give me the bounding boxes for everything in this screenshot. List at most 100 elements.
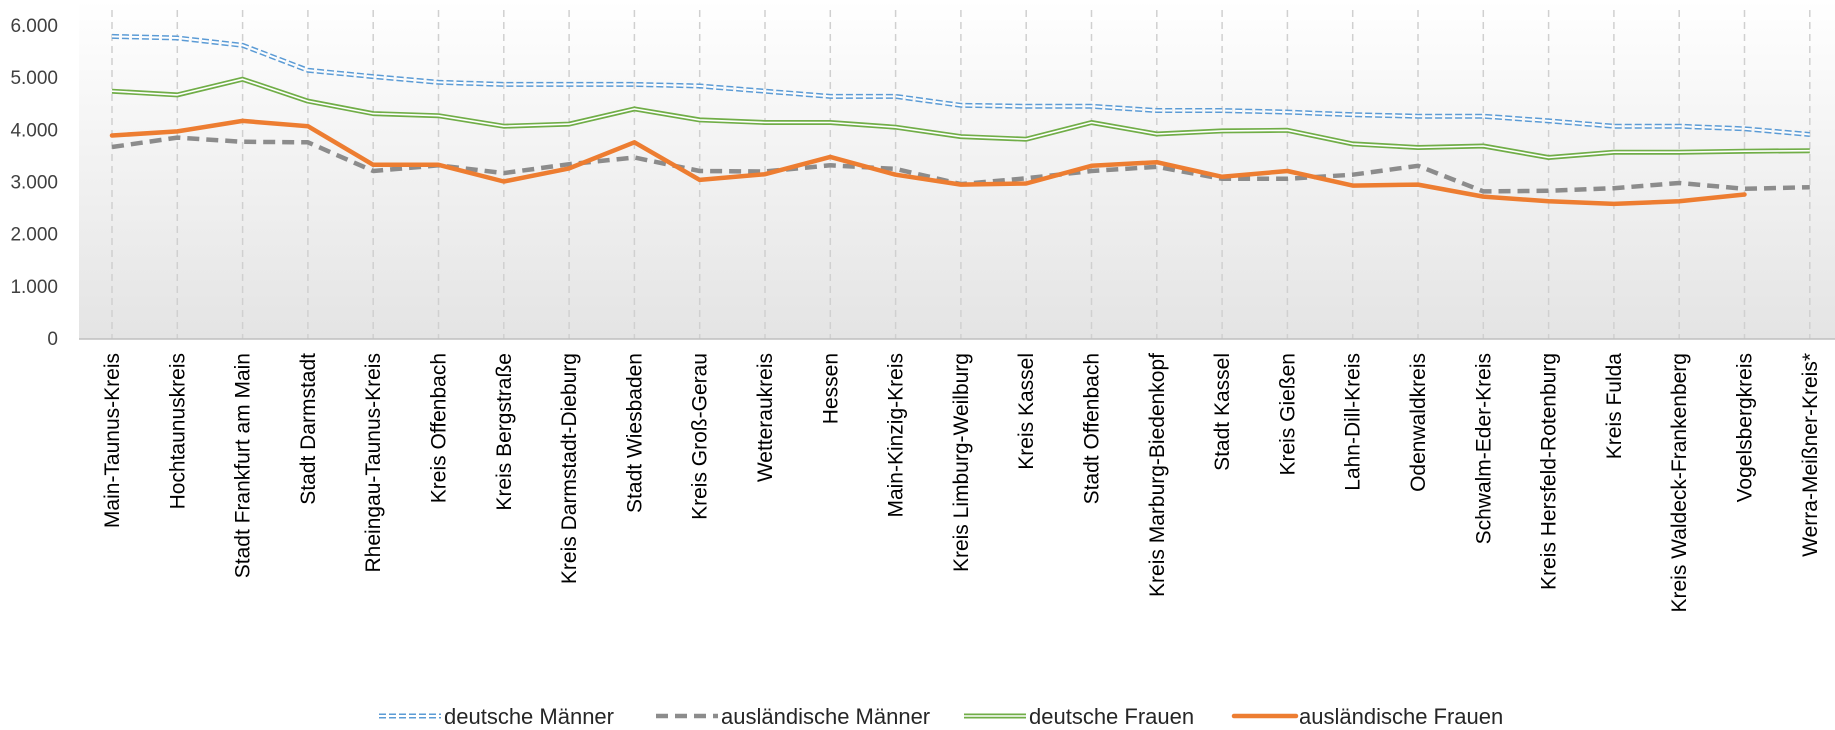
y-tick-label: 0 <box>47 329 58 350</box>
series-deutsche-frauen-line <box>111 76 1812 160</box>
series-auslaendische-frauen-point-schwalm-eder-kreis <box>1481 195 1485 199</box>
series-deutsche-frauen-point-kreis-bergstrasse <box>502 124 506 128</box>
x-tick-label-odenwaldkreis: Odenwaldkreis <box>1407 353 1430 492</box>
series-deutsche-frauen-point-kreis-fulda <box>1612 150 1616 154</box>
y-tick-label: 6.000 <box>10 16 58 37</box>
x-tick-label-stadt-darmstadt: Stadt Darmstadt <box>297 353 320 505</box>
x-axis: Main-Taunus-Kreis Hochtaunuskreis Stadt Fr… <box>101 353 1822 613</box>
series-auslaendische-frauen-point-lahn-dill-kreis <box>1351 184 1355 188</box>
series-deutsche-maenner-line <box>110 33 1811 137</box>
series-auslaendische-frauen-point-odenwaldkreis <box>1416 183 1420 187</box>
series-auslaendische-frauen-point-kreis-marburg-biedenkopf <box>1155 160 1159 164</box>
series-deutsche-maenner-point-kreis-bergstrasse <box>502 82 506 86</box>
y-tick-label: 4.000 <box>10 120 58 141</box>
series-deutsche-maenner-point-kreis-hersfeld-rotenburg <box>1547 119 1551 123</box>
series-deutsche-maenner-point-stadt-kassel <box>1220 109 1224 113</box>
series-auslaendische-maenner-point-kreis-bergstrasse <box>502 171 506 175</box>
legend: deutsche Männer ausländische Männer deutsc… <box>379 704 1503 729</box>
series-auslaendische-frauen-point-main-kinzig-kreis <box>894 173 898 177</box>
series-deutsche-frauen-point-schwalm-eder-kreis <box>1481 144 1485 148</box>
x-tick-label-schwalm-eder-kreis: Schwalm-Eder-Kreis <box>1472 353 1495 544</box>
legend-auslaendische-frauen: ausländische Frauen <box>1231 704 1503 729</box>
x-tick-label-vogelsbergkreis: Vogelsbergkreis <box>1734 353 1757 502</box>
series-auslaendische-maenner-point-stadt-frankfurt-am-main <box>241 140 245 144</box>
series-deutsche-maenner-point-stadt-offenbach <box>1090 104 1094 108</box>
series-auslaendische-frauen-point-stadt-frankfurt-am-main <box>241 119 245 123</box>
series-auslaendische-frauen-point-main-taunus-kreis <box>110 134 114 138</box>
series-auslaendische-frauen-point-stadt-kassel <box>1220 175 1224 179</box>
series-auslaendische-frauen-point-kreis-limburg-weilburg <box>959 183 963 187</box>
x-tick-label-kreis-darmstadt-dieburg: Kreis Darmstadt-Dieburg <box>558 353 581 584</box>
x-tick-label-kreis-marburg-biedenkopf: Kreis Marburg-Biedenkopf <box>1146 353 1169 597</box>
series-auslaendische-maenner-point-odenwaldkreis <box>1416 164 1420 168</box>
series-auslaendische-frauen-point-kreis-darmstadt-dieburg <box>567 166 571 170</box>
series-deutsche-frauen-point-stadt-offenbach <box>1090 121 1094 125</box>
series-deutsche-frauen-point-werra-meissner-kreis <box>1808 149 1812 153</box>
series-deutsche-frauen-point-stadt-kassel <box>1220 129 1224 133</box>
series-deutsche-frauen-point-stadt-darmstadt <box>306 99 310 103</box>
series-deutsche-frauen-point-main-kinzig-kreis <box>894 125 898 129</box>
series-deutsche-frauen-point-rheingau-taunus-kreis <box>371 112 375 116</box>
series-auslaendische-maenner-point-kreis-kassel <box>1024 176 1028 180</box>
series-deutsche-frauen-point-kreis-limburg-weilburg <box>959 135 963 139</box>
x-tick-label-kreis-fulda: Kreis Fulda <box>1603 353 1626 460</box>
series-deutsche-frauen-point-kreis-gross-gerau <box>698 118 702 122</box>
y-tick-label: 5.000 <box>10 68 58 89</box>
series-deutsche-frauen-line-inner <box>111 78 1810 159</box>
x-tick-label-kreis-gross-gerau: Kreis Groß-Gerau <box>689 353 712 520</box>
series-auslaendische-frauen-point-vogelsbergkreis <box>1743 192 1747 196</box>
series-deutsche-maenner-point-kreis-gross-gerau <box>698 84 702 88</box>
series-auslaendische-maenner-point-kreis-giessen <box>1285 177 1289 181</box>
y-tick-label: 2.000 <box>10 225 58 246</box>
series-auslaendische-maenner-point-main-kinzig-kreis <box>894 167 898 171</box>
series-deutsche-maenner-point-hochtaunuskreis <box>175 36 179 40</box>
series-deutsche-maenner-point-stadt-darmstadt <box>306 68 310 72</box>
series-auslaendische-maenner-point-hochtaunuskreis <box>175 136 179 140</box>
series-deutsche-maenner-point-stadt-frankfurt-am-main <box>241 43 245 47</box>
x-tick-label-werra-meissner-kreis: Werra-Meißner-Kreis* <box>1799 353 1822 557</box>
series-deutsche-maenner-point-kreis-kassel <box>1024 104 1028 108</box>
legend-deutsche-maenner-label: deutsche Männer <box>444 704 614 729</box>
series-deutsche-maenner-point-rheingau-taunus-kreis <box>371 75 375 79</box>
series-auslaendische-frauen-point-kreis-gross-gerau <box>698 178 702 182</box>
x-tick-label-stadt-frankfurt-am-main: Stadt Frankfurt am Main <box>232 353 255 578</box>
x-tick-label-kreis-giessen: Kreis Gießen <box>1276 353 1299 476</box>
series-auslaendische-frauen-point-rheingau-taunus-kreis <box>371 163 375 167</box>
series-auslaendische-maenner-point-werra-meissner-kreis <box>1808 185 1812 189</box>
series-auslaendische-frauen-point-kreis-kassel <box>1024 182 1028 186</box>
x-tick-label-lahn-dill-kreis: Lahn-Dill-Kreis <box>1342 353 1365 491</box>
series-auslaendische-frauen-point-kreis-fulda <box>1612 202 1616 206</box>
series-auslaendische-maenner-point-kreis-fulda <box>1612 186 1616 190</box>
series-deutsche-frauen-point-stadt-frankfurt-am-main <box>241 77 245 81</box>
plot-background <box>79 0 1835 339</box>
series-deutsche-maenner-point-kreis-darmstadt-dieburg <box>567 82 571 86</box>
series-auslaendische-frauen-point-kreis-hersfeld-rotenburg <box>1547 199 1551 203</box>
series-deutsche-frauen-point-kreis-hersfeld-rotenburg <box>1547 155 1551 159</box>
x-tick-label-rheingau-taunus-kreis: Rheingau-Taunus-Kreis <box>362 353 385 572</box>
series-deutsche-frauen-point-stadt-wiesbaden <box>632 107 636 111</box>
series-auslaendische-maenner-point-schwalm-eder-kreis <box>1481 189 1485 193</box>
series-auslaendische-frauen-point-kreis-bergstrasse <box>502 179 506 183</box>
x-tick-label-kreis-hersfeld-rotenburg: Kreis Hersfeld-Rotenburg <box>1538 353 1561 590</box>
series-auslaendische-frauen-point-hochtaunuskreis <box>175 129 179 133</box>
series-deutsche-maenner-point-main-kinzig-kreis <box>894 94 898 98</box>
series-deutsche-maenner-point-kreis-offenbach <box>437 80 441 84</box>
series-auslaendische-maenner-point-lahn-dill-kreis <box>1351 173 1355 177</box>
series-deutsche-frauen-point-kreis-marburg-biedenkopf <box>1155 132 1159 136</box>
series-deutsche-frauen-point-hessen <box>828 121 832 125</box>
x-tick-label-kreis-kassel: Kreis Kassel <box>1015 353 1038 470</box>
series-auslaendische-maenner-point-kreis-waldeck-frankenberg <box>1677 181 1681 185</box>
series-deutsche-maenner-point-main-taunus-kreis <box>110 34 114 38</box>
grid <box>111 10 1811 339</box>
x-tick-label-kreis-waldeck-frankenberg: Kreis Waldeck-Frankenberg <box>1668 353 1691 613</box>
series-auslaendische-frauen-point-kreis-offenbach <box>437 163 441 167</box>
series-auslaendische-frauen-point-hessen <box>828 155 832 159</box>
series-deutsche-maenner-point-wetteraukreis <box>763 89 767 93</box>
series-deutsche-maenner-point-odenwaldkreis <box>1416 114 1420 118</box>
x-tick-label-kreis-offenbach: Kreis Offenbach <box>428 353 451 503</box>
series-auslaendische-frauen-point-stadt-offenbach <box>1090 164 1094 168</box>
y-axis: 0 1.000 2.000 3.000 4.000 5.000 6.000 <box>10 16 58 350</box>
series-deutsche-maenner-line-inner <box>111 35 1810 136</box>
series-deutsche-frauen-point-kreis-darmstadt-dieburg <box>567 122 571 126</box>
series-deutsche-maenner-point-kreis-giessen <box>1285 110 1289 114</box>
